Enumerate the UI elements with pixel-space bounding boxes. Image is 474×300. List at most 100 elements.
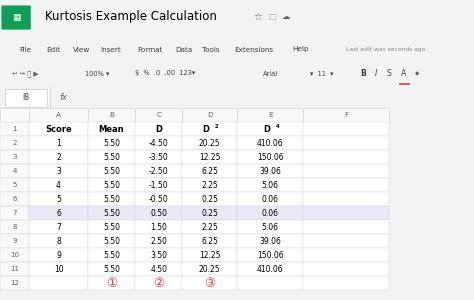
Text: Data: Data bbox=[175, 46, 192, 52]
Bar bbox=[135, 262, 182, 276]
Text: 5.06: 5.06 bbox=[262, 223, 279, 232]
Text: -1.50: -1.50 bbox=[149, 181, 169, 190]
Text: 2.25: 2.25 bbox=[201, 223, 218, 232]
Text: 5.50: 5.50 bbox=[103, 167, 120, 176]
Text: I8: I8 bbox=[23, 93, 29, 102]
Text: 0.06: 0.06 bbox=[262, 208, 279, 217]
Text: F: F bbox=[344, 112, 348, 118]
Bar bbox=[135, 178, 182, 192]
Text: 2: 2 bbox=[12, 140, 17, 146]
Text: ☆: ☆ bbox=[254, 11, 262, 21]
Bar bbox=[135, 192, 182, 206]
Bar bbox=[237, 108, 303, 122]
Bar bbox=[29, 220, 88, 234]
Bar bbox=[303, 108, 389, 122]
Bar bbox=[237, 276, 303, 290]
Bar bbox=[0, 122, 29, 136]
Bar bbox=[303, 234, 389, 248]
Text: 2.25: 2.25 bbox=[201, 181, 218, 190]
Text: 5.50: 5.50 bbox=[103, 153, 120, 162]
Bar bbox=[182, 164, 237, 178]
Text: 5.06: 5.06 bbox=[262, 181, 279, 190]
Bar bbox=[88, 206, 135, 220]
Bar bbox=[303, 192, 389, 206]
Bar bbox=[0, 150, 29, 164]
Text: 10: 10 bbox=[10, 252, 19, 258]
Text: Mean: Mean bbox=[99, 124, 124, 134]
Text: Score: Score bbox=[45, 124, 72, 134]
Bar bbox=[182, 136, 237, 150]
Bar bbox=[182, 248, 237, 262]
Text: 0.50: 0.50 bbox=[150, 208, 167, 217]
Bar bbox=[88, 164, 135, 178]
Text: D: D bbox=[207, 112, 212, 118]
Text: 5: 5 bbox=[56, 195, 61, 204]
Text: 5.50: 5.50 bbox=[103, 223, 120, 232]
Bar bbox=[182, 108, 237, 122]
Bar bbox=[88, 150, 135, 164]
Text: E: E bbox=[268, 112, 273, 118]
Text: ②: ② bbox=[153, 277, 164, 290]
Bar bbox=[88, 276, 135, 290]
Bar bbox=[237, 234, 303, 248]
Text: 7: 7 bbox=[12, 210, 17, 216]
Bar bbox=[237, 248, 303, 262]
Bar bbox=[29, 136, 88, 150]
Text: -2.50: -2.50 bbox=[149, 167, 169, 176]
Text: 12: 12 bbox=[10, 280, 19, 286]
Text: B: B bbox=[360, 69, 366, 78]
Text: A: A bbox=[56, 112, 61, 118]
Text: ▦: ▦ bbox=[12, 13, 20, 22]
Text: 5.50: 5.50 bbox=[103, 251, 120, 260]
Bar bbox=[29, 192, 88, 206]
Bar bbox=[182, 192, 237, 206]
Text: 4: 4 bbox=[12, 168, 17, 174]
Text: -0.50: -0.50 bbox=[149, 195, 169, 204]
Text: 5.50: 5.50 bbox=[103, 195, 120, 204]
Text: 6.25: 6.25 bbox=[201, 237, 218, 246]
Text: ◆: ◆ bbox=[415, 71, 419, 76]
Bar bbox=[88, 122, 135, 136]
Text: 2.50: 2.50 bbox=[150, 237, 167, 246]
Text: 4: 4 bbox=[56, 181, 61, 190]
Text: 8: 8 bbox=[56, 237, 61, 246]
Bar bbox=[135, 164, 182, 178]
Text: 11: 11 bbox=[10, 266, 19, 272]
Bar bbox=[29, 178, 88, 192]
Bar bbox=[88, 220, 135, 234]
Text: 410.06: 410.06 bbox=[257, 265, 283, 274]
Text: File: File bbox=[19, 46, 31, 52]
Text: Format: Format bbox=[137, 46, 163, 52]
Bar bbox=[0, 220, 29, 234]
Text: $  %  .0  .00  123▾: $ % .0 .00 123▾ bbox=[135, 70, 195, 76]
Bar bbox=[303, 164, 389, 178]
Text: 150.06: 150.06 bbox=[257, 153, 283, 162]
Bar bbox=[135, 122, 182, 136]
Bar bbox=[88, 234, 135, 248]
Text: fx: fx bbox=[59, 93, 67, 102]
Text: View: View bbox=[73, 46, 90, 52]
Bar bbox=[303, 262, 389, 276]
Text: ⬚: ⬚ bbox=[268, 12, 276, 21]
Text: ③: ③ bbox=[204, 277, 215, 290]
Text: Edit: Edit bbox=[46, 46, 60, 52]
Text: 5.50: 5.50 bbox=[103, 208, 120, 217]
Text: 5.50: 5.50 bbox=[103, 237, 120, 246]
Bar bbox=[182, 262, 237, 276]
Text: 39.06: 39.06 bbox=[259, 167, 281, 176]
Text: 6.25: 6.25 bbox=[201, 167, 218, 176]
Bar bbox=[303, 248, 389, 262]
Text: ↩ ↪ 🖨 ▶: ↩ ↪ 🖨 ▶ bbox=[12, 70, 38, 77]
Text: 0.25: 0.25 bbox=[201, 208, 218, 217]
Bar bbox=[135, 150, 182, 164]
Text: 20.25: 20.25 bbox=[199, 265, 220, 274]
Bar bbox=[135, 234, 182, 248]
Text: 4.50: 4.50 bbox=[150, 265, 167, 274]
Text: ▾  11  ▾: ▾ 11 ▾ bbox=[310, 70, 334, 76]
Bar bbox=[0, 262, 29, 276]
Bar bbox=[303, 178, 389, 192]
Text: S: S bbox=[386, 69, 391, 78]
Bar bbox=[135, 108, 182, 122]
Text: 1.50: 1.50 bbox=[150, 223, 167, 232]
Bar bbox=[237, 150, 303, 164]
